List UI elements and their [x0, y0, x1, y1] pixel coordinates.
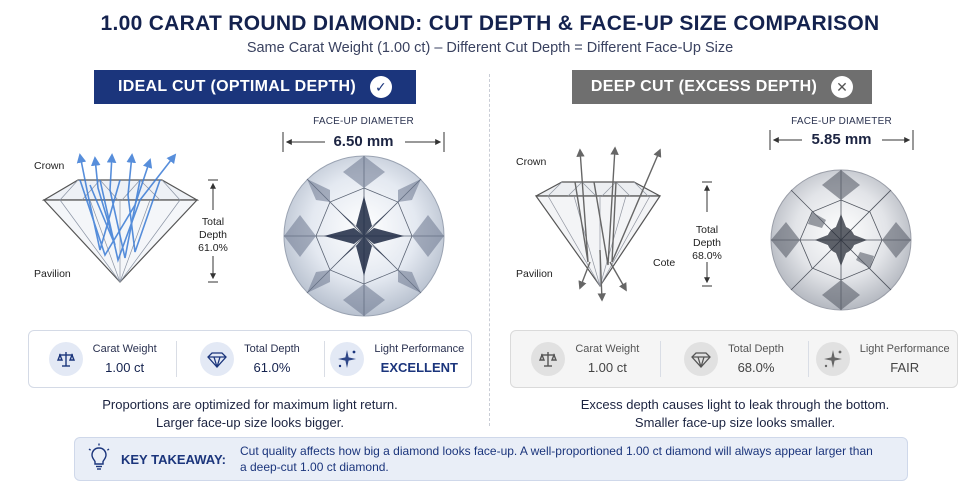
- page-subtitle: Same Carat Weight (1.00 ct) – Different …: [246, 40, 734, 56]
- deep-diamond-profile: [534, 181, 662, 288]
- deep-stat-light: Light Performance FAIR: [808, 331, 957, 387]
- deep-depth-label-line2: Depth: [692, 237, 722, 249]
- ideal-diamond-illustrations: [41, 132, 445, 317]
- close-icon: ✕: [831, 76, 854, 98]
- ideal-caption: Proportions are optimized for maximum li…: [20, 396, 480, 432]
- deep-light-label: Light Performance: [859, 343, 950, 355]
- ideal-face-up-title: FACE-UP DIAMETER: [313, 116, 414, 127]
- deep-face-up-value: 5.85 mm: [811, 131, 872, 148]
- deep-depth-stat-value: 68.0%: [737, 360, 775, 375]
- key-takeaway-box: KEY TAKEAWAY: Cut quality affects how bi…: [74, 437, 908, 481]
- deep-depth-label: Total Depth 68.0%: [684, 224, 730, 263]
- ideal-stats-box: Carat Weight 1.00 ct Total Depth 61.0% L…: [28, 330, 472, 388]
- deep-depth-value: 68.0%: [692, 250, 722, 262]
- deep-depth-bracket: [702, 181, 712, 287]
- ideal-light-rays: [76, 153, 177, 263]
- deep-diamond-illustrations: [534, 130, 914, 311]
- deep-crown-label: Crown: [516, 156, 547, 168]
- lightbulb-icon: [87, 443, 111, 476]
- key-takeaway-text: Cut quality affects how big a diamond lo…: [239, 444, 873, 474]
- deep-carat-value: 1.00 ct: [587, 360, 627, 375]
- ideal-cut-panel: IDEAL CUT (OPTIMAL DEPTH) ✓: [0, 0, 489, 430]
- ideal-light-value: EXCELLENT: [380, 360, 458, 375]
- deep-pavilion-label: Pavilion: [516, 268, 553, 280]
- diamond-icon: [200, 342, 235, 376]
- deep-light-value: FAIR: [890, 360, 920, 375]
- ideal-face-up-bracket: [282, 132, 445, 152]
- ideal-diamond-profile: [41, 179, 200, 283]
- deep-stat-depth: Total Depth 68.0%: [659, 331, 809, 387]
- ideal-cut-banner-label: IDEAL CUT (OPTIMAL DEPTH): [117, 78, 356, 95]
- deep-face-up-bracket: [769, 130, 914, 150]
- key-takeaway-label: KEY TAKEAWAY:: [121, 451, 226, 467]
- scale-icon: [531, 342, 566, 376]
- sparkle-icon: [815, 342, 850, 376]
- ideal-depth-label-line2: Depth: [198, 229, 228, 241]
- deep-caption: Excess depth causes light to leak throug…: [500, 396, 970, 432]
- check-icon: ✓: [370, 76, 392, 98]
- center-divider: [489, 74, 490, 426]
- ideal-face-up-value: 6.50 mm: [333, 133, 394, 150]
- ideal-depth-bracket: [208, 179, 218, 283]
- ideal-stat-light: Light Performance EXCELLENT: [323, 331, 471, 387]
- ideal-caption-line2: Larger face-up size looks bigger.: [156, 415, 344, 430]
- deep-cote-label: Cote: [653, 257, 676, 269]
- deep-light-rays: [574, 146, 662, 302]
- page-title: 1.00 CARAT ROUND DIAMOND: CUT DEPTH & FA…: [100, 12, 880, 35]
- deep-caption-line2: Smaller face-up size looks smaller.: [634, 415, 836, 430]
- ideal-stat-carat: Carat Weight 1.00 ct: [29, 331, 176, 387]
- scale-icon: [48, 342, 83, 376]
- deep-carat-label: Carat Weight: [575, 343, 640, 355]
- ideal-carat-label: Carat Weight: [92, 343, 157, 355]
- deep-cut-banner-label: DEEP CUT (EXCESS DEPTH): [590, 78, 818, 95]
- deep-face-up-title: FACE-UP DIAMETER: [791, 116, 892, 127]
- deep-depth-label-line1: Total: [695, 224, 719, 236]
- ideal-depth-value: 61.0%: [198, 242, 228, 254]
- ideal-light-label: Light Performance: [374, 343, 465, 355]
- ideal-depth-stat-value: 61.0%: [253, 360, 291, 375]
- ideal-depth-label: Total Depth 61.0%: [192, 216, 234, 255]
- ideal-diamond-face-up: [283, 155, 445, 317]
- deep-cut-panel: DEEP CUT (EXCESS DEPTH) ✕: [490, 0, 980, 430]
- ideal-caption-line1: Proportions are optimized for maximum li…: [102, 397, 398, 412]
- deep-stat-carat: Carat Weight 1.00 ct: [511, 331, 660, 387]
- ideal-crown-label: Crown: [34, 160, 65, 172]
- ideal-stat-depth: Total Depth 61.0%: [176, 331, 323, 387]
- ideal-cut-banner: IDEAL CUT (OPTIMAL DEPTH) ✓: [94, 70, 416, 104]
- diamond-icon: [684, 342, 719, 376]
- deep-depth-stat-label: Total Depth: [728, 343, 784, 355]
- deep-stats-box: Carat Weight 1.00 ct Total Depth 68.0% L…: [510, 330, 958, 388]
- ideal-carat-value: 1.00 ct: [105, 360, 145, 375]
- sparkle-icon: [330, 342, 365, 376]
- deep-diamond-face-up: [770, 169, 912, 311]
- ideal-depth-stat-label: Total Depth: [244, 343, 300, 355]
- deep-cut-banner: DEEP CUT (EXCESS DEPTH) ✕: [572, 70, 872, 104]
- deep-caption-line1: Excess depth causes light to leak throug…: [580, 397, 890, 412]
- ideal-pavilion-label: Pavilion: [34, 268, 71, 280]
- ideal-depth-label-line1: Total: [201, 216, 225, 228]
